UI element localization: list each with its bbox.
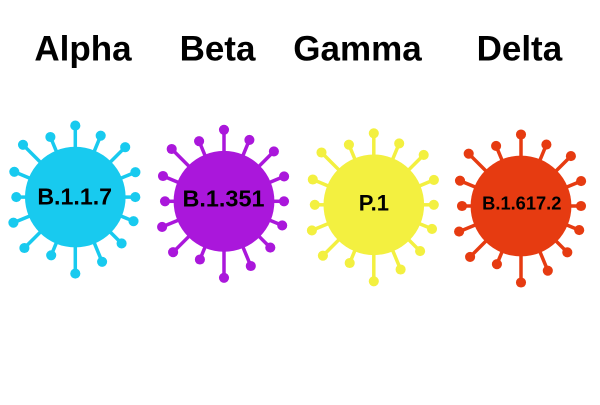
svg-text:Beta: Beta	[180, 30, 256, 69]
svg-text:P.1: P.1	[359, 191, 389, 216]
svg-text:Gamma: Gamma	[293, 30, 422, 69]
svg-text:B.1.351: B.1.351	[183, 185, 265, 211]
svg-text:Delta: Delta	[477, 30, 563, 69]
svg-text:Alpha: Alpha	[34, 30, 132, 69]
svg-text:B.1.617.2: B.1.617.2	[482, 192, 561, 213]
svg-text:B.1.1.7: B.1.1.7	[37, 184, 112, 210]
